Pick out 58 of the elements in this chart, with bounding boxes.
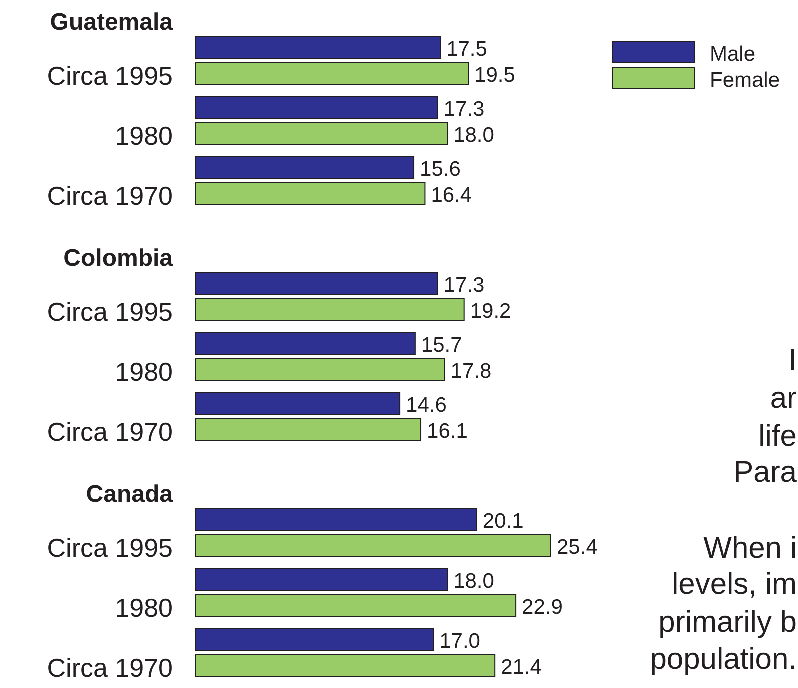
y-tick-label: Circa 1995 [47, 533, 173, 563]
data-label: 21.4 [501, 656, 542, 679]
data-label: 17.8 [450, 360, 492, 383]
bar [196, 628, 434, 652]
data-label: 25.4 [557, 536, 598, 559]
text: population. [650, 643, 797, 676]
data-label: 19.2 [470, 300, 512, 323]
bar [196, 298, 465, 322]
legend-label: Male [710, 43, 756, 66]
text: Para [734, 456, 798, 489]
data-label: 17.3 [444, 274, 485, 297]
data-label: 17.0 [440, 630, 480, 653]
data-label: 22.9 [522, 596, 563, 619]
data-label: 19.5 [474, 64, 516, 87]
y-tick-label: 1980 [115, 121, 173, 151]
y-tick-label: 1980 [115, 357, 173, 387]
text: life [758, 420, 797, 453]
bar [196, 358, 446, 382]
data-label: 16.1 [427, 420, 468, 443]
text: levels, im [672, 568, 797, 601]
y-tick-label: 1980 [115, 593, 173, 623]
bar [196, 36, 442, 60]
bar [196, 156, 415, 180]
bar [196, 534, 552, 558]
data-label: 17.3 [444, 98, 485, 121]
bar [196, 62, 470, 86]
chart-title: Colombia [64, 245, 174, 272]
data-label: 18.0 [454, 124, 494, 147]
data-label: 15.7 [421, 334, 462, 357]
bar [196, 96, 438, 120]
bar [196, 654, 496, 678]
bar [196, 594, 517, 618]
bar [196, 418, 422, 442]
legend-label: Female [710, 69, 780, 92]
y-tick-label: Circa 1995 [47, 61, 173, 91]
bar [196, 122, 448, 146]
chart-title: Guatemala [50, 9, 174, 36]
data-label: 20.1 [482, 510, 524, 533]
text: primarily b [658, 606, 797, 639]
bar [196, 568, 448, 592]
data-label: 14.6 [406, 394, 447, 417]
text: When i [704, 532, 797, 565]
y-tick-label: Circa 1970 [47, 417, 173, 447]
data-label: 16.4 [431, 184, 472, 207]
bar [196, 508, 478, 532]
bar [196, 182, 426, 206]
y-tick-label: Circa 1995 [47, 297, 173, 327]
data-label: 15.6 [420, 158, 461, 181]
y-tick-label: Circa 1970 [47, 181, 173, 211]
bar [196, 332, 416, 356]
text: I [788, 344, 797, 377]
text: ar [770, 382, 797, 415]
data-label: 17.5 [446, 38, 488, 61]
bar [196, 392, 401, 416]
data-label: 18.0 [454, 570, 494, 593]
y-tick-label: Circa 1970 [47, 653, 173, 683]
bar [196, 272, 438, 296]
chart-title: Canada [86, 481, 174, 508]
